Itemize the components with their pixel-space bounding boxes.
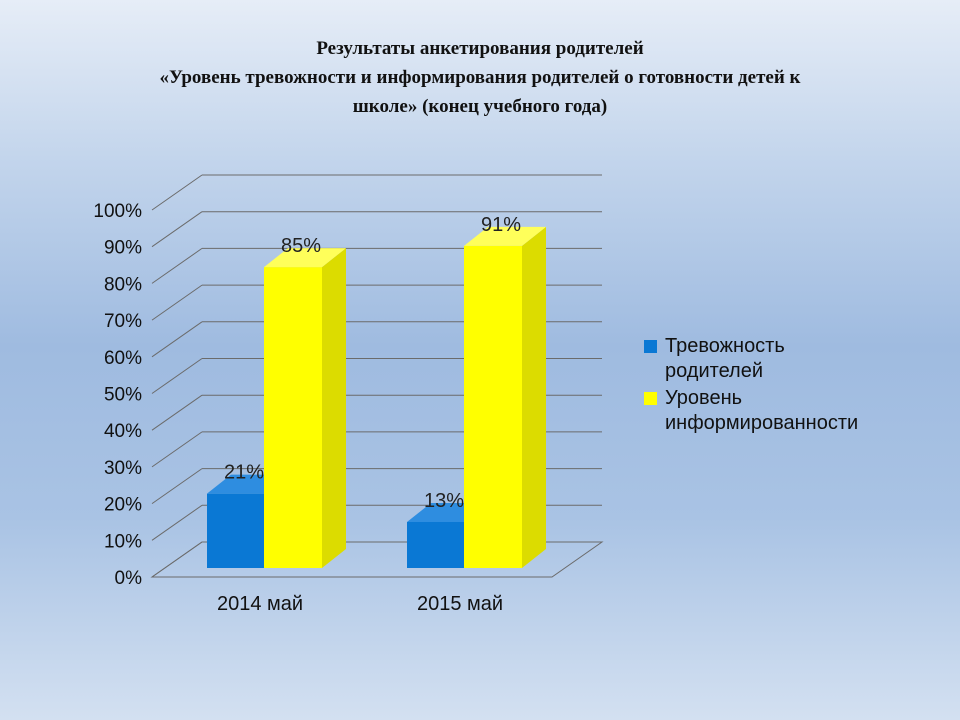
y-tick-label: 40% [104,421,142,442]
legend-label-anxiety-line-1: Тревожность [665,335,785,357]
gridline-depth [151,431,203,468]
y-tick-label: 0% [115,568,143,589]
legend-label-anxiety: Тревожность родителей [665,334,785,384]
gridline-depth [151,247,203,284]
legend-item-awareness: Уровень информированности [644,386,944,436]
legend-swatch-anxiety [644,340,657,353]
bar-side [322,248,346,568]
legend-label-anxiety-line-2: родителей [665,360,764,382]
gridline-depth [151,174,203,211]
legend-label-awareness-line-2: информированности [665,412,859,434]
data-label: 13% [424,490,464,512]
bar-side [522,226,546,569]
data-label: 85% [281,235,321,257]
legend-item-anxiety: Тревожность родителей [644,334,944,384]
legend-swatch-awareness [644,392,657,405]
title-line-2: «Уровень тревожности и информирования ро… [159,67,801,88]
gridline-depth [151,468,203,505]
bar-top [464,226,546,246]
legend-label-awareness: Уровень информированности [665,386,858,436]
x-category-label: 2014 май [217,593,303,615]
data-label: 21% [224,462,264,484]
y-tick-label: 10% [104,531,142,552]
data-label: 91% [481,214,521,236]
gridline-depth [151,504,203,541]
y-tick-label: 50% [104,385,142,406]
legend-label-awareness-line-1: Уровень [665,387,743,409]
y-tick-label: 90% [104,238,142,259]
title-line-1: Результаты анкетирования родителей [316,38,644,59]
y-tick-label: 100% [93,201,142,222]
chart-title: Результаты анкетирования родителей «Уров… [60,34,900,121]
gridline-depth [151,541,203,578]
y-tick-label: 20% [104,495,142,516]
y-tick-label: 30% [104,458,142,479]
title-line-3: школе» (конец учебного года) [352,96,608,117]
y-tick-label: 70% [104,311,142,332]
x-category-label: 2015 май [417,593,503,615]
gridline-depth [151,321,203,358]
y-tick-label: 80% [104,274,142,295]
gridline-depth [151,358,203,394]
bar-front [464,245,522,569]
y-tick-label: 60% [104,348,142,369]
bar-front [264,267,322,568]
gridline-depth [151,284,203,321]
chart-legend: Тревожность родителей Уровень информиров… [644,334,944,438]
bar-top [264,248,346,268]
bar-front [407,521,465,568]
gridline-depth [151,394,203,431]
bar-front [207,493,265,568]
gridline-depth [151,211,203,248]
